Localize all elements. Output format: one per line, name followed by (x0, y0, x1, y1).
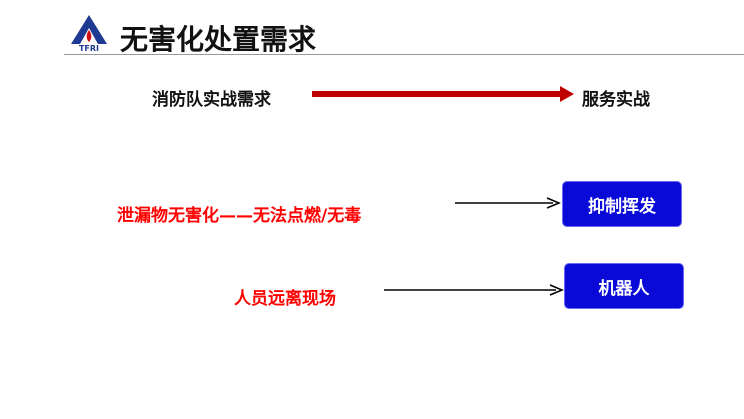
serve-practice-label: 服务实战 (582, 90, 650, 110)
page-title: 无害化处置需求 (120, 23, 317, 56)
title-divider (64, 54, 744, 55)
arrow-to-robot (384, 284, 564, 296)
arrow-to-suppress (455, 197, 561, 209)
svg-text:TFRI: TFRI (79, 44, 99, 52)
robot-box: 机器人 (564, 263, 684, 309)
logo: TFRI (68, 14, 110, 56)
red-arrow (312, 86, 574, 102)
harmless-leak-label: 泄漏物无害化——无法点燃/无毒 (117, 206, 362, 226)
personnel-away-label: 人员远离现场 (234, 289, 336, 309)
firefighter-needs-label: 消防队实战需求 (152, 90, 271, 110)
suppress-volatilization-box: 抑制挥发 (562, 181, 682, 227)
